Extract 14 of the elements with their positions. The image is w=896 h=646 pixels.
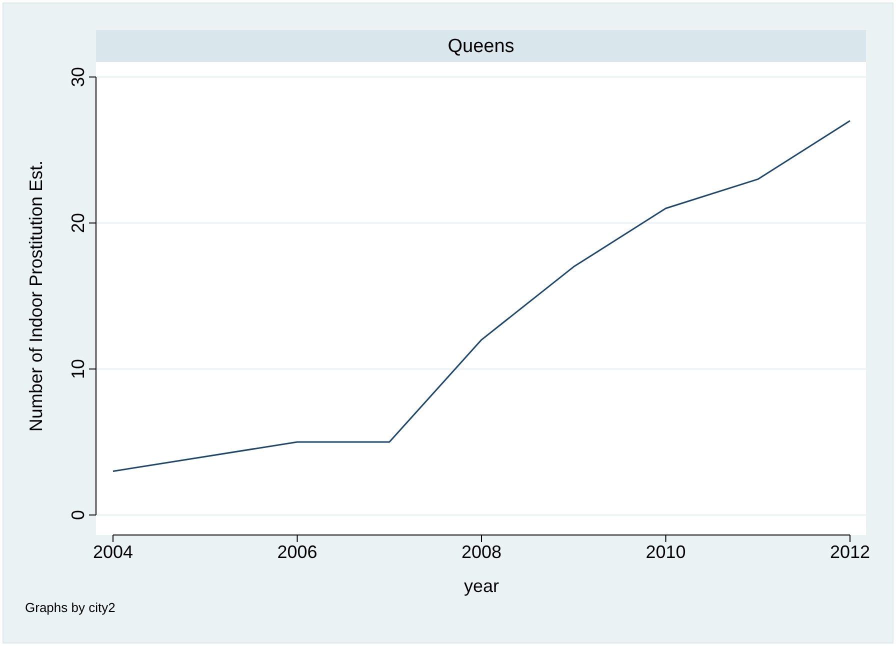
y-tick-label: 10 <box>68 358 88 380</box>
x-tick-label: 2010 <box>646 542 686 562</box>
x-axis-title: year <box>464 576 500 596</box>
y-tick-label: 30 <box>68 66 88 88</box>
y-tick-label: 0 <box>68 510 88 520</box>
chart-title: Queens <box>448 36 514 57</box>
text: Graphs by city2 <box>25 600 116 615</box>
x-tick-label: 2006 <box>277 542 318 562</box>
x-tick-label: 2012 <box>830 542 870 562</box>
y-axis-title: Number of Indoor Prostitution Est. <box>26 160 46 432</box>
y-tick-label: 20 <box>68 212 88 234</box>
line-series <box>112 120 851 472</box>
x-tick-label: 2008 <box>461 542 502 562</box>
x-tick-label: 2004 <box>92 542 134 562</box>
